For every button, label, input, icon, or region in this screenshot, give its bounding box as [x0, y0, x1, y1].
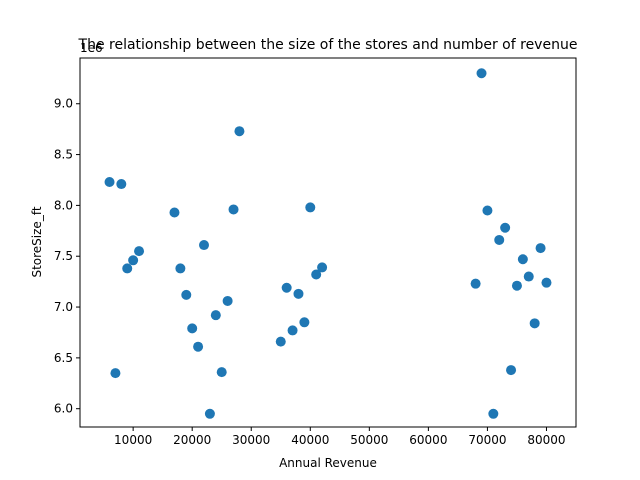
data-point — [535, 243, 546, 254]
x-tick-label: 50000 — [350, 433, 388, 447]
data-point — [169, 207, 180, 218]
data-point — [228, 204, 239, 215]
data-point — [110, 368, 121, 379]
chart-title: The relationship between the size of the… — [78, 37, 578, 53]
data-point — [476, 68, 487, 79]
data-point — [187, 323, 198, 334]
y-tick-label: 8.0 — [54, 198, 73, 212]
x-tick-label: 10000 — [114, 433, 152, 447]
data-point — [216, 367, 227, 378]
data-point — [210, 310, 221, 321]
data-point — [517, 254, 528, 265]
data-point — [523, 271, 534, 282]
data-point — [305, 202, 316, 213]
y-tick-label: 7.5 — [54, 249, 73, 263]
data-point — [482, 205, 493, 216]
x-tick-label: 80000 — [527, 433, 565, 447]
data-point — [299, 317, 310, 328]
data-point — [275, 336, 286, 347]
data-point — [128, 255, 139, 266]
y-offset-label: 1e6 — [80, 41, 103, 55]
data-point — [234, 126, 245, 137]
data-point — [199, 240, 209, 251]
data-point — [281, 282, 292, 293]
data-point — [317, 262, 328, 273]
data-point — [311, 269, 322, 280]
data-point — [104, 177, 115, 188]
data-points — [104, 68, 552, 419]
data-point — [541, 277, 552, 288]
data-point — [134, 246, 145, 257]
x-tick-label: 20000 — [173, 433, 211, 447]
data-point — [193, 341, 204, 352]
y-axis-label: StoreSize_ft — [30, 206, 44, 277]
data-point — [287, 325, 298, 336]
data-point — [494, 234, 505, 245]
data-point — [500, 222, 511, 233]
y-tick-label: 6.5 — [54, 351, 73, 365]
y-tick-label: 8.5 — [54, 148, 73, 162]
x-tick-label: 60000 — [409, 433, 447, 447]
data-point — [181, 289, 192, 300]
data-point — [506, 365, 517, 376]
data-point — [122, 263, 133, 274]
data-point — [529, 318, 540, 329]
y-tick-label: 6.0 — [54, 402, 73, 416]
y-tick-label: 7.0 — [54, 300, 73, 314]
data-point — [488, 408, 499, 419]
x-tick-label: 70000 — [468, 433, 506, 447]
data-point — [116, 179, 127, 190]
data-point — [204, 408, 215, 419]
y-tick-label: 9.0 — [54, 97, 73, 111]
data-point — [222, 295, 233, 306]
x-axis-label: Annual Revenue — [279, 456, 377, 470]
x-tick-label: 40000 — [291, 433, 329, 447]
data-point — [175, 263, 186, 274]
data-point — [293, 288, 304, 299]
y-axis-ticks: 6.0 6.5 7.0 7.5 8.0 8.5 9.0 — [54, 97, 80, 416]
x-axis-ticks: 10000 20000 30000 40000 50000 60000 70000 80000 — [114, 427, 566, 447]
data-point — [511, 280, 522, 291]
x-tick-label: 30000 — [232, 433, 270, 447]
plot-frame — [79, 57, 577, 428]
data-point — [470, 278, 481, 289]
